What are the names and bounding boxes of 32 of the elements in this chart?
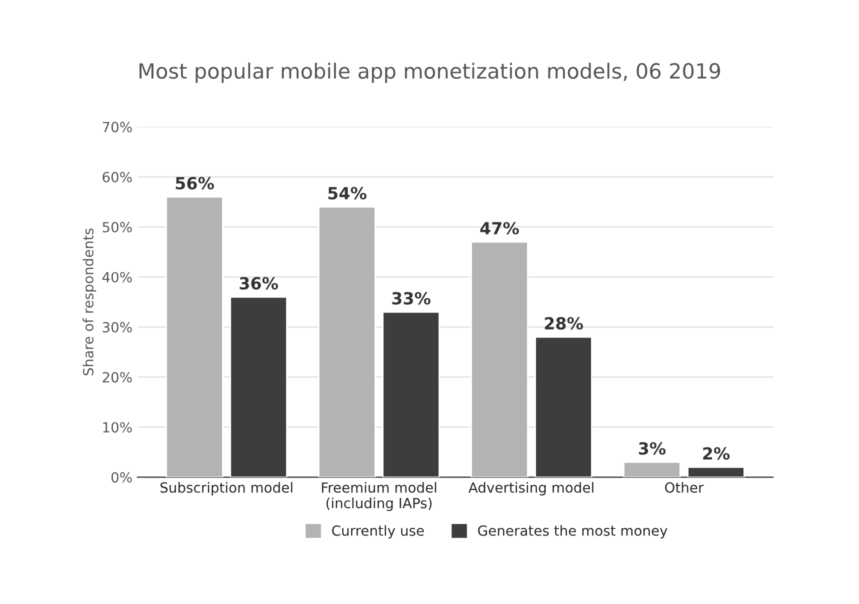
bar <box>687 466 745 478</box>
data-label: 2% <box>703 447 730 460</box>
data-label: 54% <box>328 186 366 200</box>
data-label: 56% <box>176 176 214 190</box>
data-label: 36% <box>240 276 278 290</box>
y-tick-label: 30% <box>102 322 132 332</box>
y-tick-label: 0% <box>111 472 132 483</box>
bar <box>534 336 592 478</box>
x-tick-label: Freemium model (including IAPs) <box>322 482 436 512</box>
bar <box>166 196 224 478</box>
x-tick-label: Subscription model <box>160 482 292 496</box>
y-tick-label: 10% <box>103 422 132 433</box>
bar <box>230 296 288 478</box>
data-label: 3% <box>638 442 666 455</box>
y-tick-label: 20% <box>102 372 132 383</box>
chart-title: Most popular mobile app monetization models, 06 2019 <box>140 62 720 83</box>
data-label: 47% <box>480 222 519 235</box>
x-tick-label: Advertising model <box>468 482 594 496</box>
bar <box>470 241 528 478</box>
data-label: 28% <box>544 317 583 330</box>
y-tick-label: 70% <box>102 122 132 132</box>
bar <box>318 206 376 478</box>
y-tick-label: 40% <box>102 272 132 282</box>
y-tick-label: 60% <box>102 172 132 182</box>
y-axis-title: Share of respondents <box>82 228 96 376</box>
data-label: 33% <box>392 292 430 305</box>
bar <box>382 311 440 478</box>
bar <box>623 461 681 478</box>
y-tick-label: 50% <box>102 222 132 232</box>
legend-label: Currently use <box>332 525 424 539</box>
legend-label: Generates the most money <box>478 525 668 539</box>
x-tick-label: Other <box>665 482 704 493</box>
